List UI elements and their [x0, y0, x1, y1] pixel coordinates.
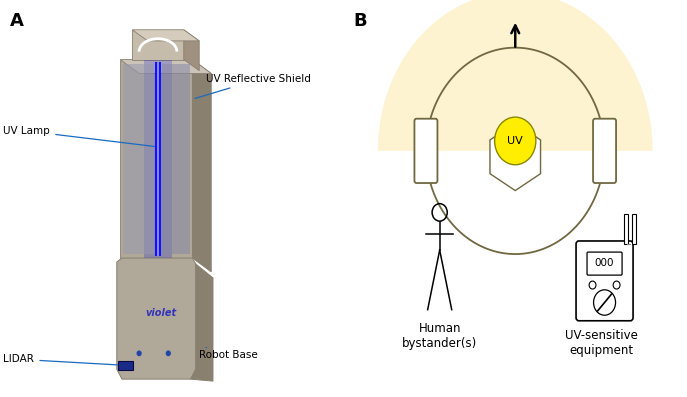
Text: UV-sensitive
equipment: UV-sensitive equipment [565, 329, 638, 357]
Text: UV: UV [508, 136, 523, 146]
Polygon shape [192, 60, 212, 272]
Text: UV Lamp: UV Lamp [3, 126, 155, 146]
Polygon shape [162, 64, 190, 254]
Polygon shape [120, 60, 212, 73]
Polygon shape [132, 30, 184, 60]
Polygon shape [378, 0, 653, 151]
Circle shape [589, 281, 596, 289]
Text: Human
bystander(s): Human bystander(s) [402, 322, 477, 350]
Polygon shape [120, 60, 192, 258]
Text: B: B [354, 12, 368, 30]
FancyBboxPatch shape [414, 119, 438, 183]
FancyBboxPatch shape [576, 241, 633, 321]
Text: violet: violet [146, 308, 177, 318]
Bar [632, 214, 635, 244]
Polygon shape [117, 258, 196, 379]
Polygon shape [190, 264, 213, 381]
Polygon shape [132, 30, 199, 41]
Polygon shape [184, 30, 199, 71]
Polygon shape [490, 123, 541, 191]
Circle shape [495, 117, 536, 165]
Polygon shape [123, 64, 154, 254]
Bar [155, 62, 161, 256]
Bar [118, 361, 133, 370]
Text: Robot Base: Robot Base [199, 347, 258, 360]
FancyBboxPatch shape [593, 119, 616, 183]
Text: 000: 000 [595, 258, 614, 268]
FancyBboxPatch shape [587, 252, 622, 275]
Circle shape [613, 281, 620, 289]
Text: LIDAR: LIDAR [3, 354, 121, 365]
Bar [157, 62, 159, 256]
Bar [624, 214, 628, 244]
Circle shape [137, 351, 141, 356]
Circle shape [594, 290, 616, 315]
Bar [144, 60, 172, 258]
Text: A: A [10, 12, 24, 30]
Circle shape [166, 351, 170, 356]
Text: UV Reflective Shield: UV Reflective Shield [195, 74, 311, 98]
